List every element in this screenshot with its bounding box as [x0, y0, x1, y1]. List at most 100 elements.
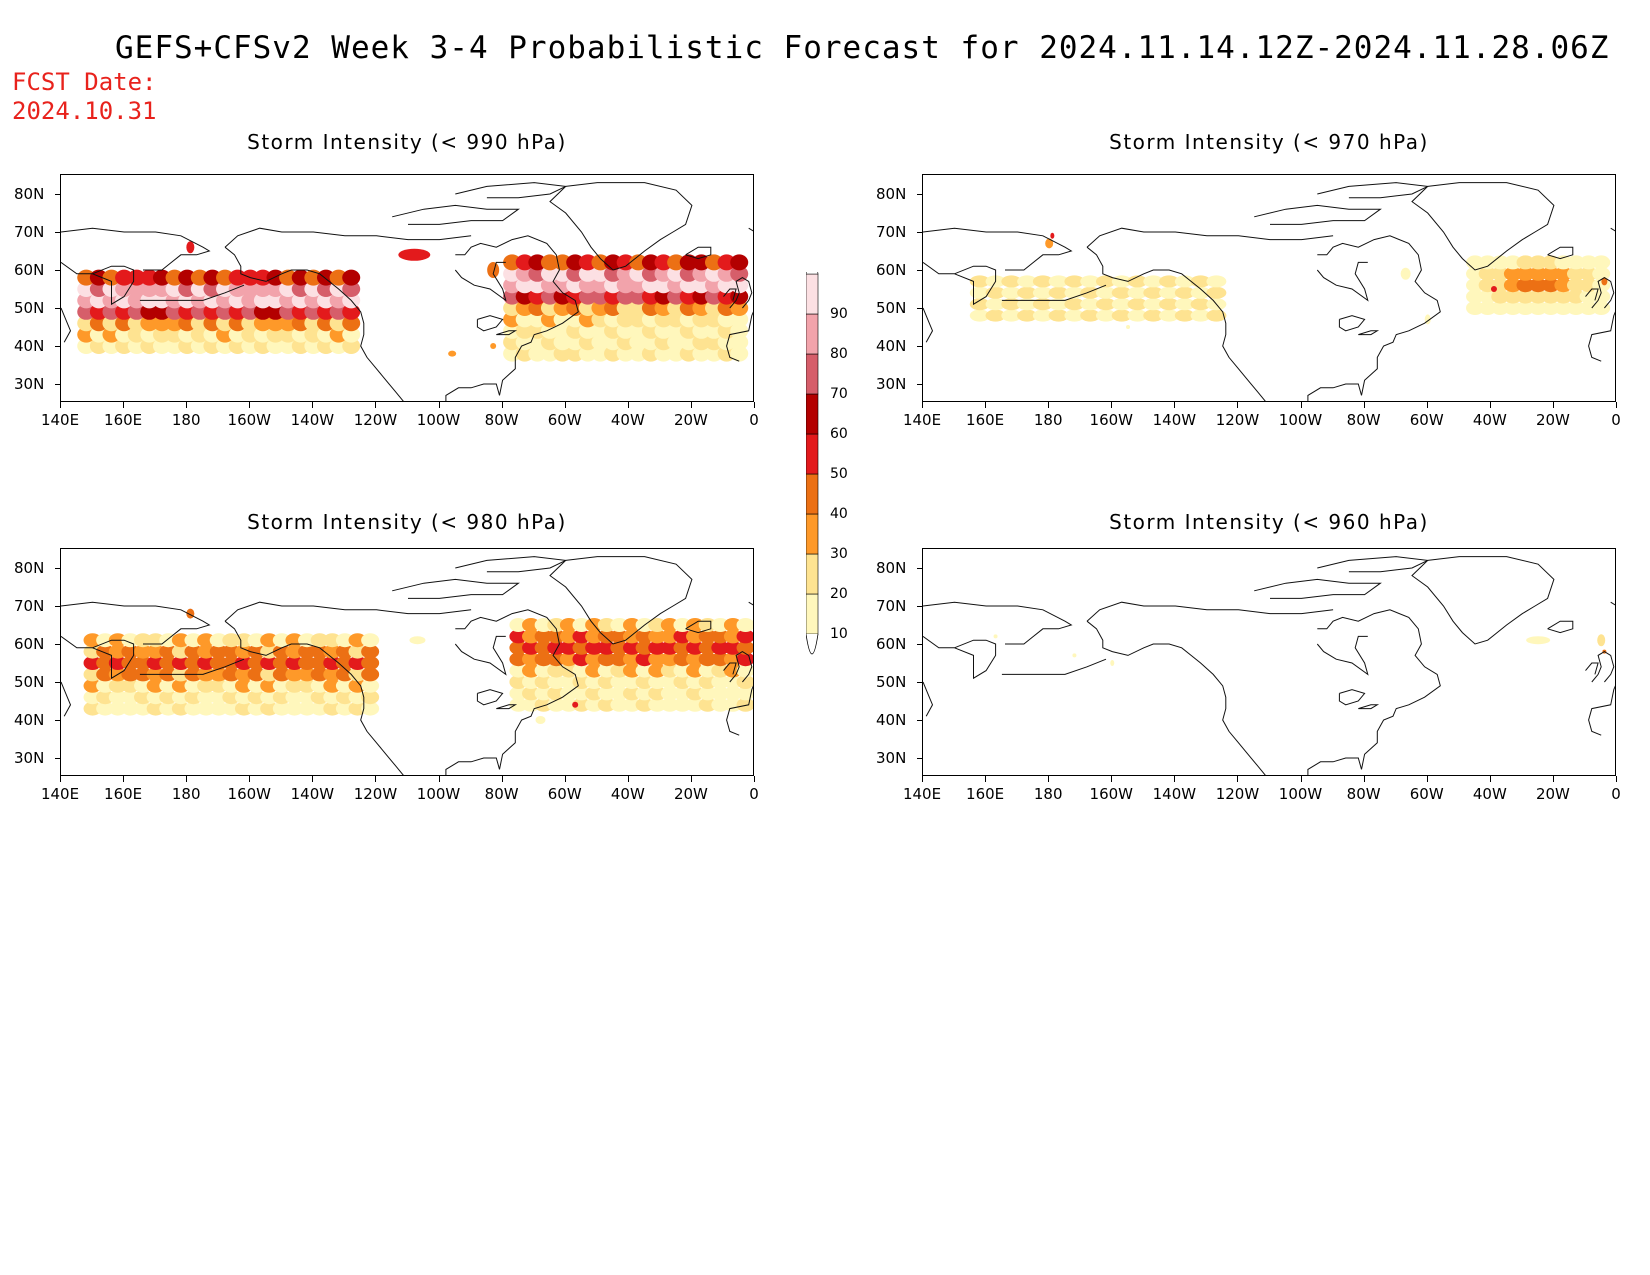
probability-cell	[610, 640, 629, 655]
probability-cell	[342, 315, 361, 332]
probability-cell	[717, 311, 736, 328]
lat-tick-label: 70N	[876, 223, 907, 241]
probability-cell	[667, 288, 686, 305]
probability-cell	[115, 303, 134, 320]
lon-tick-label: 140W	[1152, 411, 1197, 429]
probability-cell	[348, 633, 367, 648]
probability-cell	[115, 326, 134, 343]
lon-tick-label: 140W	[290, 785, 335, 803]
panel-title-960: Storm Intensity (< 960 hPa)	[1109, 510, 1429, 534]
probability-cell	[115, 292, 134, 309]
probability-cell	[266, 338, 285, 354]
probability-cell	[547, 629, 566, 644]
probability-cell	[578, 300, 597, 316]
probability-cell	[528, 322, 547, 339]
probability-cell	[553, 277, 572, 294]
probability-cell	[711, 675, 730, 689]
lat-tick-mark	[55, 346, 61, 347]
probability-cell	[578, 265, 597, 282]
probability-cell	[969, 309, 990, 322]
coastline	[61, 681, 72, 717]
probability-cell	[253, 338, 272, 354]
probability-cell	[704, 322, 723, 339]
probability-cell	[1478, 289, 1497, 304]
probability-cell	[127, 303, 146, 320]
probability-cell	[260, 701, 279, 716]
lon-tick-label: 160W	[227, 785, 271, 803]
probability-cell	[686, 675, 705, 689]
probability-cell	[335, 644, 354, 659]
probability-cell	[316, 303, 335, 320]
colorbar-level-label: 10	[830, 626, 848, 642]
probability-cell	[1190, 286, 1211, 299]
probability-cell	[272, 667, 291, 682]
probability-cell	[673, 675, 692, 689]
probability-cell	[329, 338, 348, 354]
probability-cell	[329, 292, 348, 309]
probability-cell	[1143, 309, 1164, 322]
probability-cell	[1072, 653, 1077, 658]
probability-cell	[1490, 286, 1497, 292]
coastline	[748, 601, 753, 606]
probability-cell	[717, 334, 736, 351]
probability-cell	[77, 326, 96, 343]
probability-cell	[216, 315, 235, 332]
probability-cell	[234, 678, 253, 693]
probability-cell	[591, 345, 610, 362]
probability-cell	[247, 644, 266, 659]
probability-cell	[272, 678, 291, 693]
probability-cell	[717, 265, 736, 282]
probability-cell	[1579, 289, 1598, 304]
probability-cell	[216, 326, 235, 343]
coastline	[1254, 204, 1382, 225]
lon-tick-mark	[123, 776, 125, 782]
probability-cell	[253, 281, 272, 297]
probability-cell	[585, 686, 604, 701]
lat-tick-mark	[55, 758, 61, 759]
probability-cell	[316, 269, 335, 286]
probability-cell	[597, 652, 616, 667]
probability-cell	[190, 315, 209, 332]
probability-cell	[1503, 301, 1522, 315]
colorbar-level-label: 90	[830, 306, 848, 322]
probability-cell	[409, 636, 426, 645]
probability-cell	[660, 629, 679, 644]
probability-cell	[77, 292, 96, 309]
lon-tick-mark	[186, 776, 188, 782]
lat-tick-mark	[917, 682, 923, 683]
probability-cell	[1206, 286, 1227, 299]
probability-cell	[89, 315, 108, 332]
lon-tick-label: 120W	[1215, 785, 1260, 803]
probability-cell	[316, 292, 335, 309]
coastline	[61, 227, 211, 271]
probability-cell	[102, 315, 121, 332]
lat-tick-label: 70N	[14, 223, 45, 241]
probability-cell	[673, 629, 692, 644]
probability-cell	[629, 300, 648, 316]
probability-cell	[304, 281, 323, 297]
probability-cell	[969, 275, 990, 288]
coastline	[729, 651, 753, 683]
probability-cell	[127, 292, 146, 309]
probability-cell	[610, 652, 629, 667]
probability-cell	[635, 629, 654, 644]
probability-cell	[260, 633, 279, 648]
probability-cell	[134, 690, 153, 705]
lon-tick-label: 120W	[353, 411, 398, 429]
coastline	[1254, 578, 1382, 599]
probability-cell	[190, 338, 209, 354]
probability-cell	[272, 701, 291, 716]
probability-cell	[241, 326, 260, 343]
probability-cell	[698, 686, 717, 701]
probability-cell	[692, 300, 711, 316]
probability-cell	[108, 678, 127, 693]
probability-cell	[635, 697, 654, 712]
lon-tick-mark	[186, 402, 188, 408]
probability-cell	[641, 277, 660, 294]
lat-tick-mark	[917, 308, 923, 309]
probability-cell	[77, 303, 96, 320]
probability-cell	[686, 663, 705, 678]
probability-cell	[134, 656, 153, 670]
coastline	[923, 261, 997, 306]
probability-cell	[534, 652, 553, 667]
